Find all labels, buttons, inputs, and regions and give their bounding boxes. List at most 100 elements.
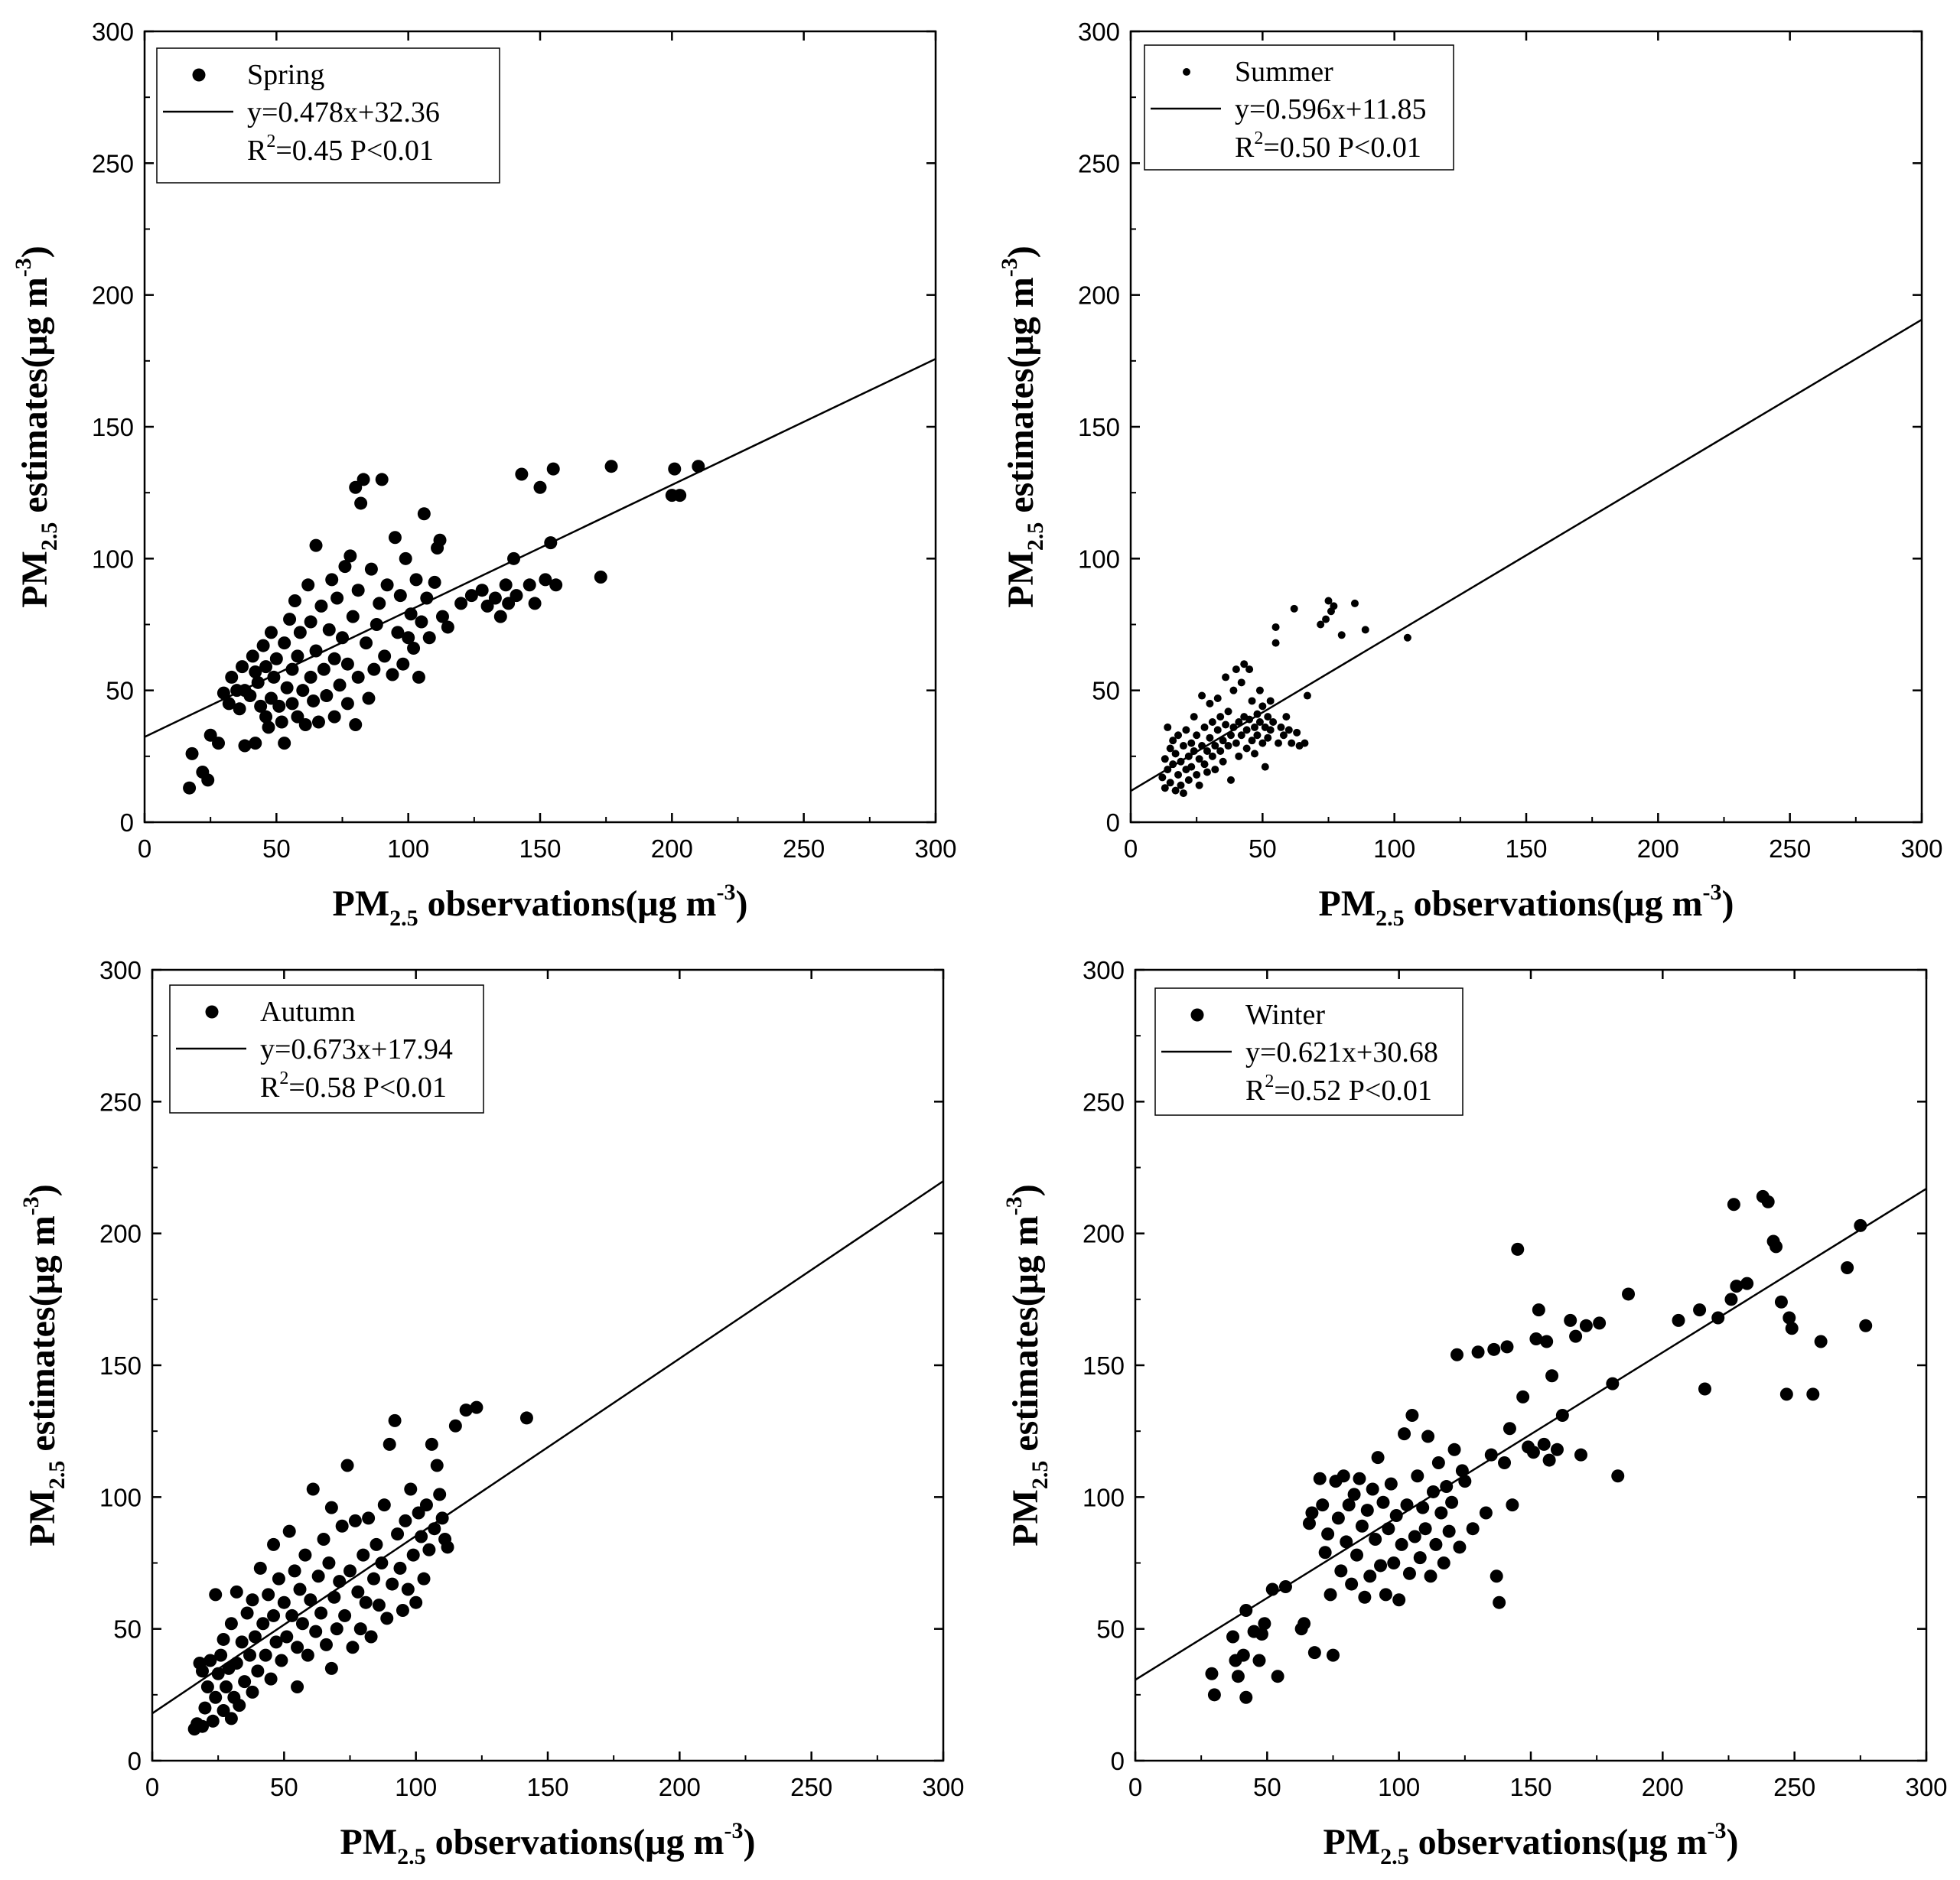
scatter-point <box>1542 1453 1556 1467</box>
scatter-point <box>1237 678 1245 687</box>
scatter-point <box>1226 731 1235 740</box>
scatter-point <box>1555 1408 1569 1422</box>
scatter-point <box>1540 1335 1554 1348</box>
scatter-point <box>510 589 523 603</box>
scatter-point <box>1231 1670 1245 1683</box>
scatter-point <box>1171 750 1180 758</box>
scatter-point <box>314 1606 328 1620</box>
scatter-point <box>301 578 315 592</box>
y-tick-label: 0 <box>120 808 134 837</box>
scatter-point <box>1236 1648 1250 1662</box>
scatter-point <box>372 1599 386 1612</box>
scatter-point <box>1506 1498 1519 1512</box>
scatter-point <box>217 1632 230 1646</box>
y-axis-title: PM2.5 estimates(μg m-3) <box>997 246 1048 608</box>
scatter-point <box>435 610 449 623</box>
scatter-point <box>1219 737 1227 745</box>
scatter-point <box>1382 1522 1395 1536</box>
scatter-point <box>1213 726 1222 734</box>
scatter-point <box>288 594 301 607</box>
scatter-point <box>1511 1242 1525 1256</box>
scatter-point <box>1265 1582 1279 1596</box>
scatter-point <box>399 1514 412 1527</box>
scatter-point <box>1450 1348 1463 1361</box>
scatter-point <box>412 670 425 684</box>
scatter-point <box>1316 1498 1330 1512</box>
scatter-point <box>380 578 394 592</box>
scatter-point <box>1331 1511 1345 1525</box>
scatter-point <box>1413 1551 1427 1565</box>
scatter-point <box>1240 660 1249 668</box>
scatter-point <box>1190 713 1198 721</box>
scatter-point <box>1371 1451 1385 1465</box>
scatter-point <box>594 570 607 584</box>
scatter-point <box>1785 1322 1799 1335</box>
scatter-point <box>386 668 399 681</box>
x-tick-label: 250 <box>1769 834 1811 863</box>
scatter-point <box>267 1608 281 1622</box>
scatter-point <box>1216 746 1225 755</box>
scatter-point <box>206 1714 220 1728</box>
scatter-point <box>288 1564 301 1578</box>
scatter-point <box>1177 781 1185 789</box>
scatter-point <box>1248 697 1256 705</box>
x-tick-label: 0 <box>1128 1773 1142 1801</box>
scatter-point <box>1252 1654 1266 1667</box>
x-tick-label: 150 <box>1505 834 1547 863</box>
y-tick-label: 150 <box>1078 413 1120 441</box>
scatter-point <box>1187 763 1196 771</box>
x-tick-label: 100 <box>387 834 429 863</box>
chart-panel-autumn: 0 50 100 150 200 250 300 0 50 100 150 200 250 300 Autu… <box>18 956 965 1869</box>
scatter-point <box>417 507 431 521</box>
legend-equation: y=0.596x+11.85 <box>1235 93 1426 125</box>
chart-panel-summer: 0 50 100 150 200 250 300 0 50 100 150 200 250 300 Summ… <box>997 18 1943 931</box>
scatter-point <box>448 1419 462 1433</box>
scatter-point <box>441 620 454 634</box>
x-tick-label: 150 <box>526 1773 568 1801</box>
scatter-point <box>1550 1443 1564 1456</box>
scatter-point <box>327 710 341 724</box>
scatter-point <box>1330 602 1338 610</box>
scatter-point <box>1374 1559 1388 1573</box>
x-tick-label: 50 <box>262 834 291 863</box>
scatter-point <box>422 631 436 645</box>
scatter-point <box>1269 718 1278 727</box>
scatter-point <box>224 1617 238 1631</box>
scatter-point <box>335 1519 349 1533</box>
scatter-point <box>1458 1475 1472 1488</box>
scatter-point <box>1761 1195 1775 1208</box>
scatter-point <box>1174 731 1183 740</box>
scatter-point <box>1301 739 1309 747</box>
scatter-point <box>285 662 299 676</box>
legend-r-squared: R2=0.50 P<0.01 <box>1235 128 1421 164</box>
scatter-point <box>459 1403 473 1417</box>
legend-marker-icon <box>205 1005 219 1019</box>
scatter-point <box>275 715 288 729</box>
scatter-point <box>1841 1260 1854 1274</box>
scatter-point <box>1442 1524 1456 1538</box>
scatter-point <box>251 1664 265 1678</box>
scatter-point <box>272 699 286 713</box>
scatter-point <box>1264 713 1272 721</box>
scatter-point <box>311 715 325 729</box>
scatter-point <box>502 597 516 610</box>
scatter-point <box>1327 1648 1340 1662</box>
scatter-point <box>1166 779 1174 787</box>
scatter-point <box>1392 1593 1406 1607</box>
scatter-point <box>340 697 354 711</box>
scatter-points <box>1158 597 1411 798</box>
scatter-point <box>1593 1316 1607 1330</box>
scatter-point <box>391 626 405 639</box>
scatter-point <box>330 591 344 605</box>
scatter-point <box>1200 760 1209 769</box>
scatter-point <box>259 1648 272 1662</box>
scatter-point <box>1363 1569 1377 1583</box>
scatter-point <box>357 1548 370 1562</box>
scatter-point <box>309 644 323 658</box>
y-tick-label: 300 <box>1078 18 1120 46</box>
scatter-point <box>533 480 547 494</box>
scatter-point <box>1318 1546 1332 1560</box>
scatter-point <box>1806 1387 1820 1401</box>
scatter-point <box>1724 1293 1738 1306</box>
scatter-point <box>1440 1480 1454 1494</box>
